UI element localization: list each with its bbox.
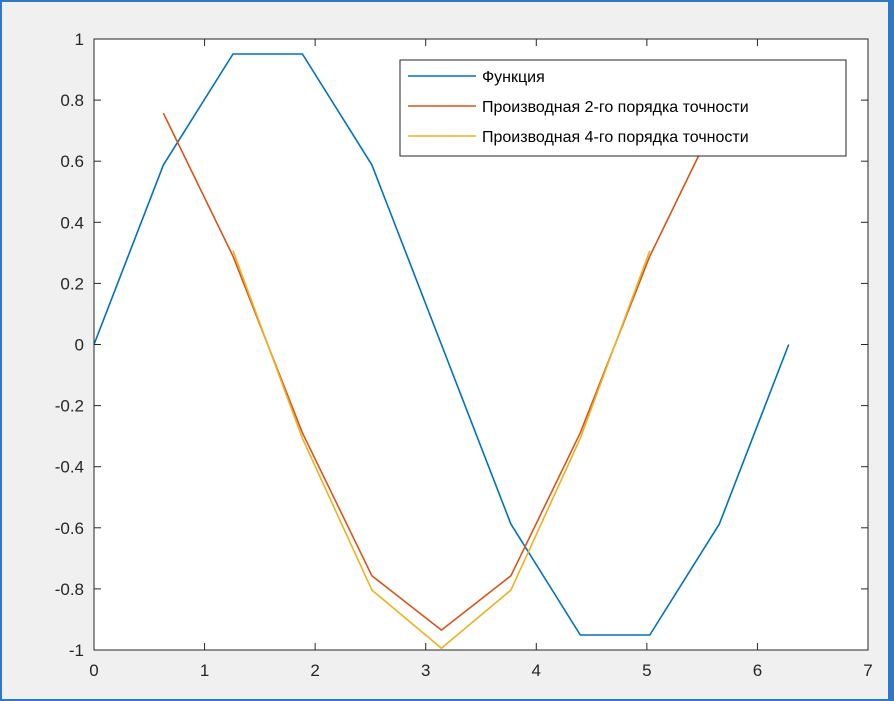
- y-tick-label: 0: [75, 336, 84, 355]
- x-tick-label: 1: [200, 661, 209, 680]
- x-tick-label: 2: [310, 661, 319, 680]
- y-tick-label: 0.2: [60, 274, 84, 293]
- x-tick-label: 4: [532, 661, 541, 680]
- series-line-3: [232, 250, 651, 650]
- x-tick-label: 0: [89, 661, 98, 680]
- x-tick-label: 6: [753, 661, 762, 680]
- y-tick-label: -0.8: [55, 580, 84, 599]
- series-layer: [94, 53, 790, 650]
- legend-label-1: Функция: [482, 69, 545, 86]
- y-tick-label: 0.4: [60, 213, 84, 232]
- legend-label-3: Производная 4-го порядка точности: [482, 129, 749, 146]
- y-tick-label: 0.6: [60, 152, 84, 171]
- y-tick-label: -0.6: [55, 519, 84, 538]
- x-tick-label: 7: [863, 661, 872, 680]
- legend-label-2: Производная 2-го порядка точности: [482, 99, 749, 116]
- y-tick-label: -0.2: [55, 397, 84, 416]
- y-tick-label: 0.8: [60, 91, 84, 110]
- ticks-layer: 0 1 2 3 4 5 6 7 1 0.8 0.6 0.4 0.2 0 -0.2 -0.4 -0.6 -0.8 -1: [55, 30, 873, 680]
- y-tick-label: -1: [69, 641, 84, 660]
- legend[interactable]: Функция Производная 2-го порядка точности…: [399, 59, 847, 157]
- y-tick-label: 1: [75, 30, 84, 49]
- x-tick-label: 5: [642, 661, 651, 680]
- x-tick-label: 3: [421, 661, 430, 680]
- series-line-1: [94, 53, 790, 636]
- y-tick-label: -0.4: [55, 458, 84, 477]
